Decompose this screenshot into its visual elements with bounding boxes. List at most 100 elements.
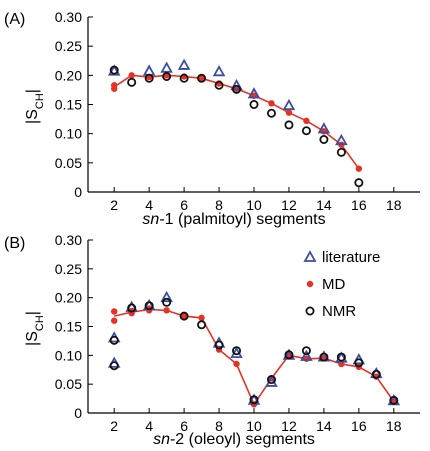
x-tick-label: 2 [110, 418, 118, 434]
literature-point [335, 351, 348, 363]
literature-point [160, 290, 173, 303]
nmr-point [389, 395, 399, 405]
y-tick-label: 0.25 [55, 261, 82, 277]
legend-label: NMR [322, 303, 356, 320]
md-point [180, 312, 188, 320]
y-tick-label: 0.15 [55, 319, 82, 335]
legend-label: MD [322, 276, 345, 293]
md-point [111, 317, 118, 324]
md-point [303, 117, 310, 125]
nmr-point [127, 303, 137, 313]
x-axis-label: sn-2 (oleoyl) segments [153, 431, 315, 448]
legend-dot-marker [306, 280, 314, 288]
y-tick-label: 0.10 [55, 126, 82, 142]
x-tick-label: 14 [316, 418, 332, 434]
literature-point [142, 64, 156, 76]
series-nmr [109, 297, 399, 405]
nmr-point [301, 346, 311, 356]
legend-triangle-marker [303, 250, 317, 262]
x-tick-label: 16 [351, 197, 367, 213]
nmr-point [214, 80, 224, 90]
nmr-point [249, 100, 259, 110]
x-tick-label: 4 [145, 418, 153, 434]
panel-label: (A) [4, 11, 25, 28]
nmr-point [336, 147, 346, 157]
literature-point [247, 87, 261, 99]
y-tick-label: 0.05 [55, 155, 82, 171]
nmr-point [162, 297, 172, 307]
nmr-point [144, 301, 154, 311]
nmr-point [336, 352, 346, 362]
md-point [268, 100, 275, 107]
md-point [198, 314, 205, 322]
md-point [233, 360, 240, 368]
nmr-point [301, 126, 311, 136]
nmr-point [354, 178, 364, 188]
md-point [355, 165, 363, 172]
panel-b: (B) 0 0.05 0.10 0.15 0.20 0.25 0.30 2 4 6 8 10 12 14 16… [4, 232, 420, 448]
x-tick-label: 4 [145, 197, 153, 213]
legend-item-nmr: NMR [305, 303, 356, 320]
x-tick-label: 12 [281, 197, 297, 213]
md-point [111, 82, 118, 89]
nmr-point [109, 65, 119, 75]
nmr-point [319, 352, 329, 362]
md-point [198, 75, 205, 82]
nmr-point [144, 73, 154, 83]
series-md [111, 305, 397, 408]
legend-circle-marker [305, 306, 315, 316]
nmr-point [266, 108, 276, 118]
y-tick-label: 0.30 [55, 232, 82, 248]
legend-item-md: MD [306, 276, 345, 293]
series-nmr [109, 65, 364, 188]
literature-point [107, 64, 121, 76]
nmr-point [179, 311, 189, 321]
nmr-point [197, 73, 207, 83]
x-tick-label: 2 [110, 197, 118, 213]
literature-point [177, 58, 191, 70]
nmr-point [214, 340, 224, 350]
legend: literature MD NMR [303, 249, 380, 320]
x-tick-label: 18 [386, 418, 402, 434]
x-tick-label: 8 [215, 197, 223, 213]
literature-point [212, 64, 226, 77]
y-tick-label: 0.30 [55, 9, 82, 25]
panel-label: (B) [4, 235, 25, 252]
nmr-point [284, 120, 294, 130]
x-tick-label: 8 [215, 418, 223, 434]
literature-point [230, 78, 243, 91]
md-point [128, 72, 135, 79]
x-tick-label: 12 [281, 418, 297, 434]
literature-point [160, 61, 173, 73]
y-axis-label: |SCH| [24, 311, 46, 346]
nmr-point [127, 77, 137, 87]
x-tick-label: 6 [180, 197, 188, 213]
nmr-point [284, 350, 294, 360]
md-point [111, 308, 118, 315]
y-tick-label: 0.25 [55, 38, 82, 54]
x-tick-label: 6 [180, 418, 188, 434]
literature-point [335, 133, 348, 146]
nmr-point [179, 73, 189, 83]
nmr-point [162, 72, 172, 82]
y-axis-label: |SCH| [24, 89, 46, 124]
literature-point [300, 349, 313, 361]
nmr-point [109, 361, 119, 371]
x-tick-label: 18 [386, 197, 402, 213]
nmr-point [109, 335, 119, 345]
x-axis-label: sn-1 (palmitoyl) segments [142, 211, 325, 228]
x-tick-label: 14 [316, 197, 332, 213]
literature-point [317, 122, 331, 134]
x-tick-label: 10 [246, 418, 262, 434]
y-tick-label: 0.15 [55, 97, 82, 113]
y-tick-label: 0.20 [55, 67, 82, 83]
y-tick-label: 0 [74, 184, 82, 200]
series-literature [107, 58, 348, 146]
panel-a: (A) 0 0.05 0.10 0.15 0.20 0.25 0.30 2 4 6 8 10 12 14 16… [4, 9, 420, 228]
legend-item-literature: literature [303, 249, 380, 266]
nmr-point [249, 395, 259, 405]
nmr-point [319, 134, 329, 144]
nmr-point [197, 320, 207, 330]
md-line [114, 308, 395, 407]
